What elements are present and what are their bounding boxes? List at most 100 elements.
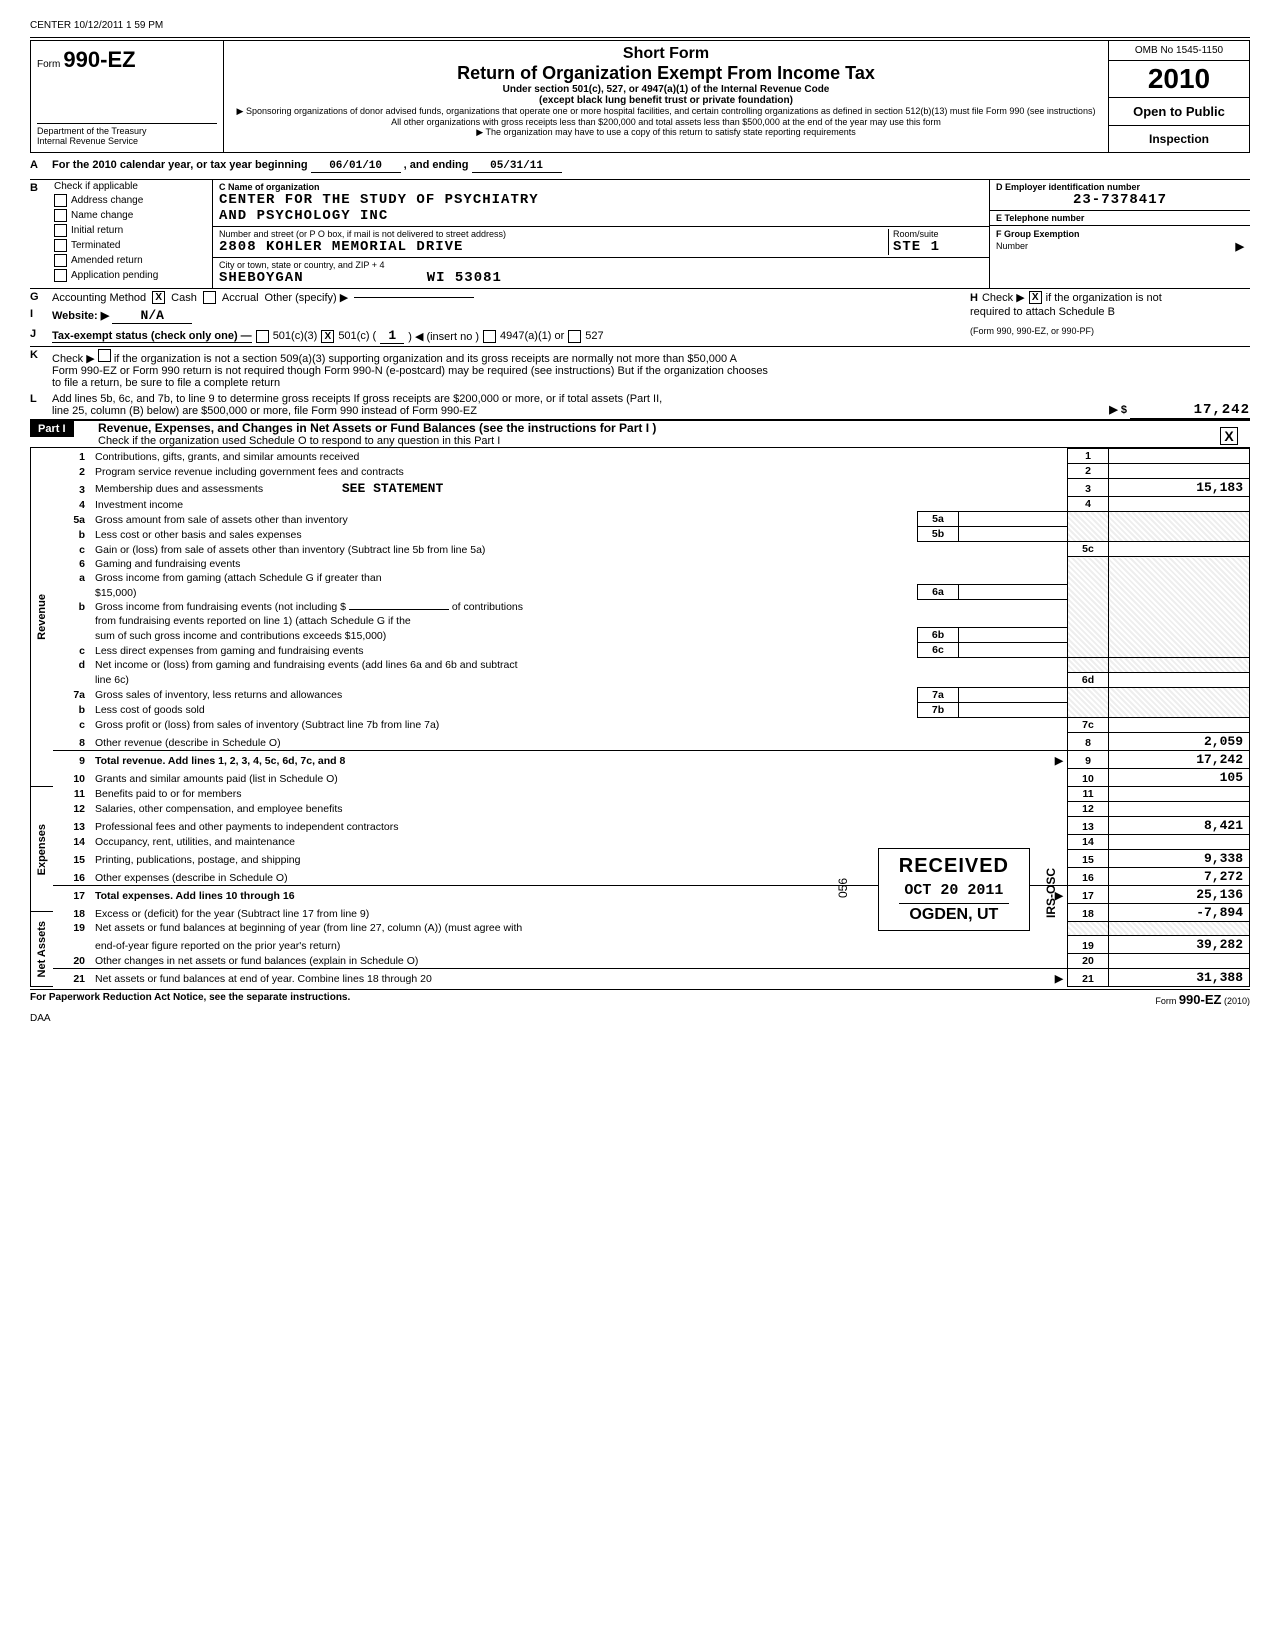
- footer-right: Form 990-EZ (2010): [1155, 992, 1250, 1007]
- line-13-desc: Professional fees and other payments to …: [91, 816, 918, 834]
- checkbox-501c[interactable]: X: [321, 330, 334, 343]
- line-1-desc: Contributions, gifts, grants, and simila…: [91, 449, 918, 464]
- line-21-desc: Net assets or fund balances at end of ye…: [91, 968, 918, 986]
- opt-terminated: Terminated: [71, 240, 120, 251]
- opt-insert-no: ) ◀ (insert no ): [408, 330, 479, 343]
- k-text2: Form 990-EZ or Form 990 return is not re…: [52, 365, 768, 377]
- line-21-arrow: ▶: [959, 968, 1068, 986]
- received-label: RECEIVED: [899, 855, 1009, 878]
- label-accounting: Accounting Method: [52, 292, 146, 304]
- label-f-number: Number: [996, 241, 1028, 251]
- line-5c-desc: Gain or (loss) from sale of assets other…: [91, 542, 918, 557]
- line-4-desc: Investment income: [91, 497, 918, 512]
- d056-stamp: 056: [836, 878, 850, 898]
- letter-a: A: [30, 157, 52, 175]
- checkbox-terminated[interactable]: [54, 239, 67, 252]
- checkbox-amended[interactable]: [54, 254, 67, 267]
- except-note: (except black lung benefit trust or priv…: [232, 95, 1100, 106]
- label-room: Room/suite: [893, 229, 983, 239]
- checkbox-name-change[interactable]: [54, 209, 67, 222]
- k-text3: to file a return, be sure to file a comp…: [52, 377, 280, 389]
- org-suite: STE 1: [893, 239, 983, 255]
- opt-501c: 501(c) (: [338, 330, 376, 342]
- h-text: if the organization is not: [1046, 292, 1162, 304]
- line-17-desc: Total expenses. Add lines 10 through 16: [95, 890, 295, 902]
- website-value: N/A: [112, 308, 192, 324]
- letter-k: K: [30, 347, 52, 391]
- org-info-block: B Check if applicable Address change Nam…: [30, 179, 1250, 288]
- return-title: Return of Organization Exempt From Incom…: [232, 63, 1100, 84]
- checkbox-address-change[interactable]: [54, 194, 67, 207]
- opt-address-change: Address change: [71, 195, 143, 206]
- letter-i: I: [30, 306, 52, 326]
- check-if-applicable: Check if applicable: [54, 181, 138, 192]
- line-16-amt: 7,272: [1109, 867, 1250, 885]
- line-19-amt: 39,282: [1109, 935, 1250, 953]
- label-street: Number and street (or P O box, if mail i…: [219, 229, 888, 239]
- line-18-amt: -7,894: [1109, 903, 1250, 921]
- received-stamp: RECEIVED OCT 20 2011 OGDEN, UT: [878, 848, 1030, 931]
- org-city: SHEBOYGAN: [219, 270, 304, 286]
- line-15-amt: 9,338: [1109, 849, 1250, 867]
- line-17-amt: 25,136: [1109, 885, 1250, 903]
- line-20-desc: Other changes in net assets or fund bala…: [91, 953, 918, 968]
- line-3-desc: Membership dues and assessments: [95, 483, 263, 495]
- header-timestamp: CENTER 10/12/2011 1 59 PM: [30, 20, 1250, 31]
- label-tax-exempt: Tax-exempt status (check only one) —: [52, 330, 252, 343]
- checkbox-4947[interactable]: [483, 330, 496, 343]
- line-12-desc: Salaries, other compensation, and employ…: [91, 801, 918, 816]
- h-check-label: Check ▶: [982, 291, 1025, 304]
- checkbox-527[interactable]: [568, 330, 581, 343]
- line-6d-desc: Net income or (loss) from gaming and fun…: [91, 658, 1068, 673]
- line-10-desc: Grants and similar amounts paid (list in…: [91, 768, 918, 786]
- part-i-check-text: Check if the organization used Schedule …: [90, 435, 500, 447]
- line-9-arrow: ▶: [959, 750, 1068, 768]
- form-header: Form 990-EZ Department of the Treasury I…: [30, 40, 1250, 153]
- letter-b: B: [30, 180, 52, 288]
- part-i-label: Part I: [30, 421, 74, 437]
- opt-other: Other (specify) ▶: [265, 291, 349, 304]
- org-state-zip: WI 53081: [427, 270, 502, 286]
- letter-l: L: [30, 391, 52, 419]
- org-name-2: AND PSYCHOLOGY INC: [219, 208, 983, 224]
- letter-j: J: [30, 326, 52, 346]
- line-9-desc: Total revenue. Add lines 1, 2, 3, 4, 5c,…: [95, 755, 345, 767]
- line-15-desc: Printing, publications, postage, and shi…: [91, 849, 918, 867]
- part-i-title: Revenue, Expenses, and Changes in Net As…: [90, 421, 656, 435]
- checkbox-h[interactable]: X: [1029, 291, 1042, 304]
- open-to-public: Open to Public: [1109, 98, 1249, 126]
- line-21-amt: 31,388: [1109, 968, 1250, 986]
- ogden-label: OGDEN, UT: [899, 903, 1009, 924]
- tax-year: 2010: [1109, 61, 1249, 98]
- line-7c-desc: Gross profit or (loss) from sales of inv…: [91, 717, 918, 732]
- label-e-phone: E Telephone number: [996, 213, 1244, 223]
- line-14-desc: Occupancy, rent, utilities, and maintena…: [91, 834, 918, 849]
- checkbox-cash[interactable]: X: [152, 291, 165, 304]
- org-street: 2808 KOHLER MEMORIAL DRIVE: [219, 239, 888, 255]
- omb-number: OMB No 1545-1150: [1109, 41, 1249, 61]
- l-arrow: ▶ $: [1109, 404, 1127, 416]
- lines-table: 1Contributions, gifts, grants, and simil…: [53, 448, 1250, 987]
- opt-amended: Amended return: [71, 255, 143, 266]
- line-8-desc: Other revenue (describe in Schedule O): [91, 732, 918, 750]
- line-6b-tail: of contributions: [452, 601, 523, 613]
- line-6d-desc2: line 6c): [91, 672, 918, 687]
- checkbox-app-pending[interactable]: [54, 269, 67, 282]
- org-name-1: CENTER FOR THE STUDY OF PSYCHIATRY: [219, 192, 983, 208]
- label-c-name: C Name of organization: [219, 182, 983, 192]
- checkbox-initial-return[interactable]: [54, 224, 67, 237]
- checkbox-k[interactable]: [98, 349, 111, 362]
- irs-osc-stamp: IRS-OSC: [1044, 868, 1058, 918]
- sponsor-note: ▶ Sponsoring organizations of donor advi…: [232, 106, 1100, 127]
- see-statement: SEE STATEMENT: [342, 481, 443, 496]
- h-text2: required to attach Schedule B: [970, 306, 1250, 326]
- section-net-assets: Net Assets: [36, 921, 48, 977]
- letter-h: H: [970, 292, 978, 304]
- tax-year-begin: 06/01/10: [311, 160, 401, 173]
- form-number: 990-EZ: [63, 47, 135, 72]
- checkbox-501c3[interactable]: [256, 330, 269, 343]
- checkbox-schedule-o[interactable]: X: [1220, 427, 1238, 445]
- opt-name-change: Name change: [71, 210, 133, 221]
- checkbox-accrual[interactable]: [203, 291, 216, 304]
- short-form-label: Short Form: [232, 45, 1100, 63]
